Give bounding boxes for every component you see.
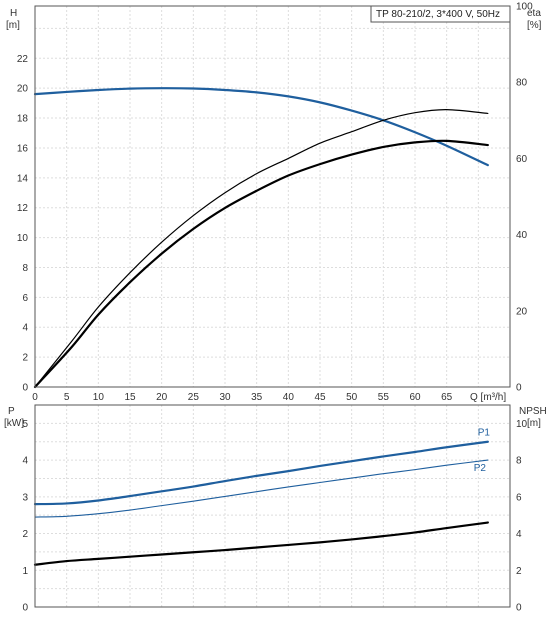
- top-left-tick-label: 14: [17, 173, 29, 184]
- bottom-series-line-1: [34, 459, 489, 518]
- top-x-tick-label: 15: [124, 392, 136, 403]
- top-left-tick-label: 12: [17, 203, 29, 214]
- top-x-tick-label: 65: [441, 392, 453, 403]
- top-series-line-1: [33, 139, 489, 389]
- bottom-right-tick-label: 10: [516, 419, 528, 430]
- top-right-tick-label: 60: [516, 154, 528, 165]
- top-left-tick-label: 10: [17, 233, 29, 244]
- bottom-right-tick-label: 6: [516, 492, 522, 503]
- top-left-tick-label: 20: [17, 84, 29, 95]
- bottom-left-tick-label: 2: [22, 529, 28, 540]
- top-grid: [34, 6, 510, 388]
- top-left-tick-label: 4: [22, 323, 28, 334]
- top-left-tick-label: 8: [22, 263, 28, 274]
- top-series-line-2: [34, 109, 489, 388]
- bottom-left-axis-title: P: [8, 406, 15, 417]
- top-left-tick-label: 22: [17, 54, 29, 65]
- bottom-series-line-2: [33, 521, 489, 566]
- top-x-tick-label: 5: [64, 392, 70, 403]
- bottom-left-tick-label: 4: [22, 456, 28, 467]
- bottom-plot-frame: [34, 404, 511, 608]
- top-right-tick-label: 100: [516, 2, 533, 13]
- bottom-left-tick-label: 3: [22, 492, 28, 503]
- chart-legend-box: TP 80-210/2, 3*400 V, 50Hz: [370, 5, 511, 23]
- top-left-axis-unit: [m]: [6, 20, 20, 31]
- bottom-left-axis-unit: [kW]: [4, 418, 24, 429]
- top-right-axis-title: eta: [527, 8, 541, 19]
- p2-series-label: P2: [474, 463, 487, 474]
- top-x-tick-label: 30: [219, 392, 231, 403]
- top-series: [33, 87, 489, 389]
- top-x-tick-label: 0: [32, 392, 38, 403]
- top-tick-labels: 0 2 4 6 8 10 12 14 16 18 20 22 0 20 40 60 80 100 0 5 10 15 20 2…: [17, 2, 533, 404]
- chart-title: TP 80-210/2, 3*400 V, 50Hz: [376, 9, 500, 20]
- bottom-right-axis-title: NPSH: [519, 406, 547, 417]
- top-x-axis-title: Q [m³/h]: [470, 392, 506, 403]
- bottom-right-tick-label: 2: [516, 566, 522, 577]
- top-left-tick-label: 18: [17, 114, 29, 125]
- top-x-tick-label: 45: [314, 392, 326, 403]
- top-series-line-0: [33, 87, 489, 167]
- bottom-left-tick-label: 5: [22, 419, 28, 430]
- bottom-right-tick-label: 4: [516, 529, 522, 540]
- bottom-grid: [34, 405, 510, 608]
- bottom-left-tick-label: 1: [22, 566, 28, 577]
- top-left-tick-label: 16: [17, 143, 29, 154]
- top-x-tick-label: 20: [156, 392, 168, 403]
- top-x-tick-label: 35: [251, 392, 263, 403]
- top-left-tick-label: 0: [22, 383, 28, 394]
- top-right-tick-label: 0: [516, 383, 522, 394]
- p1-series-label: P1: [478, 428, 491, 439]
- bottom-left-tick-label: 0: [22, 603, 28, 614]
- top-x-tick-label: 55: [378, 392, 390, 403]
- top-x-tick-label: 25: [188, 392, 200, 403]
- top-left-axis-title: H: [10, 8, 17, 19]
- top-right-tick-label: 20: [516, 306, 528, 317]
- top-left-tick-label: 6: [22, 293, 28, 304]
- top-x-tick-label: 10: [93, 392, 105, 403]
- bottom-right-axis-unit: [m]: [527, 418, 541, 429]
- top-plot-frame: [34, 5, 511, 388]
- bottom-series: [33, 440, 489, 566]
- top-x-tick-label: 60: [409, 392, 421, 403]
- top-x-tick-label: 40: [283, 392, 295, 403]
- bottom-series-line-0: [33, 440, 489, 506]
- bottom-tick-labels: 0 1 2 3 4 5 0 2 4 6 8 10: [22, 419, 527, 614]
- top-x-tick-label: 50: [346, 392, 358, 403]
- top-right-tick-label: 40: [516, 230, 528, 241]
- bottom-right-tick-label: 8: [516, 456, 522, 467]
- bottom-right-tick-label: 0: [516, 603, 522, 614]
- top-right-tick-label: 80: [516, 78, 528, 89]
- top-left-tick-label: 2: [22, 353, 28, 364]
- top-right-axis-unit: [%]: [527, 20, 542, 31]
